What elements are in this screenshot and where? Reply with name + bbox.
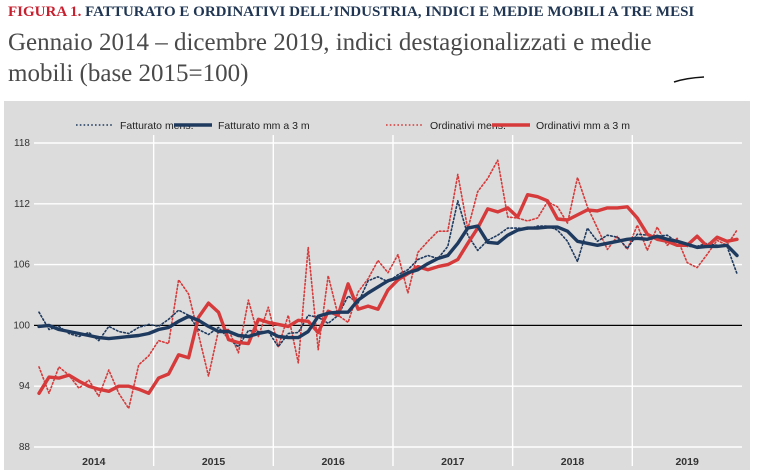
subtitle-line-1: Gennaio 2014 – dicembre 2019, indici des… [8,29,652,56]
chart-panel [4,101,750,470]
y-tick-label: 94 [19,381,31,392]
x-tick-label: 2018 [561,456,585,468]
series-line-1 [37,224,739,341]
line-chart: 88 94 100 106 112 118 2014 2015 2016 2017 2018 2019… [4,101,750,470]
legend-label-1: Fatturato mm a 3 m [218,120,310,132]
legend-label-2: Ordinativi mens. [430,120,506,132]
legend-label-0: Fatturato mens. [120,120,194,132]
figure-number: FIGURA 1. [8,4,82,20]
figure-title: FIGURA 1. FATTURATO E ORDINATIVI DELL’IN… [8,4,760,21]
x-tick-label: 2014 [82,456,106,468]
y-tick-label: 106 [13,260,30,271]
chart-container: 88 94 100 106 112 118 2014 2015 2016 2017 2018 2019… [4,101,750,470]
figure-title-text: FATTURATO E ORDINATIVI DELL’INDUSTRIA, I… [85,4,695,20]
series-line-3 [37,192,739,395]
legend-label-3: Ordinativi mm a 3 m [536,120,630,132]
figure-subtitle: Gennaio 2014 – dicembre 2019, indici des… [8,27,760,89]
figure-header: FIGURA 1. FATTURATO E ORDINATIVI DELL’IN… [8,4,760,89]
y-tick-label: 100 [13,320,30,331]
y-tick-label: 88 [19,442,31,453]
subtitle-line-2: mobili (base 2015=100) [8,60,249,87]
x-tick-label: 2019 [675,456,699,468]
y-tick-label: 112 [14,199,30,210]
x-tick-label: 2017 [441,456,465,468]
handwritten-mark [673,76,705,83]
x-tick-label: 2015 [202,456,226,468]
x-tick-label: 2016 [321,456,345,468]
y-tick-label: 118 [14,138,30,149]
